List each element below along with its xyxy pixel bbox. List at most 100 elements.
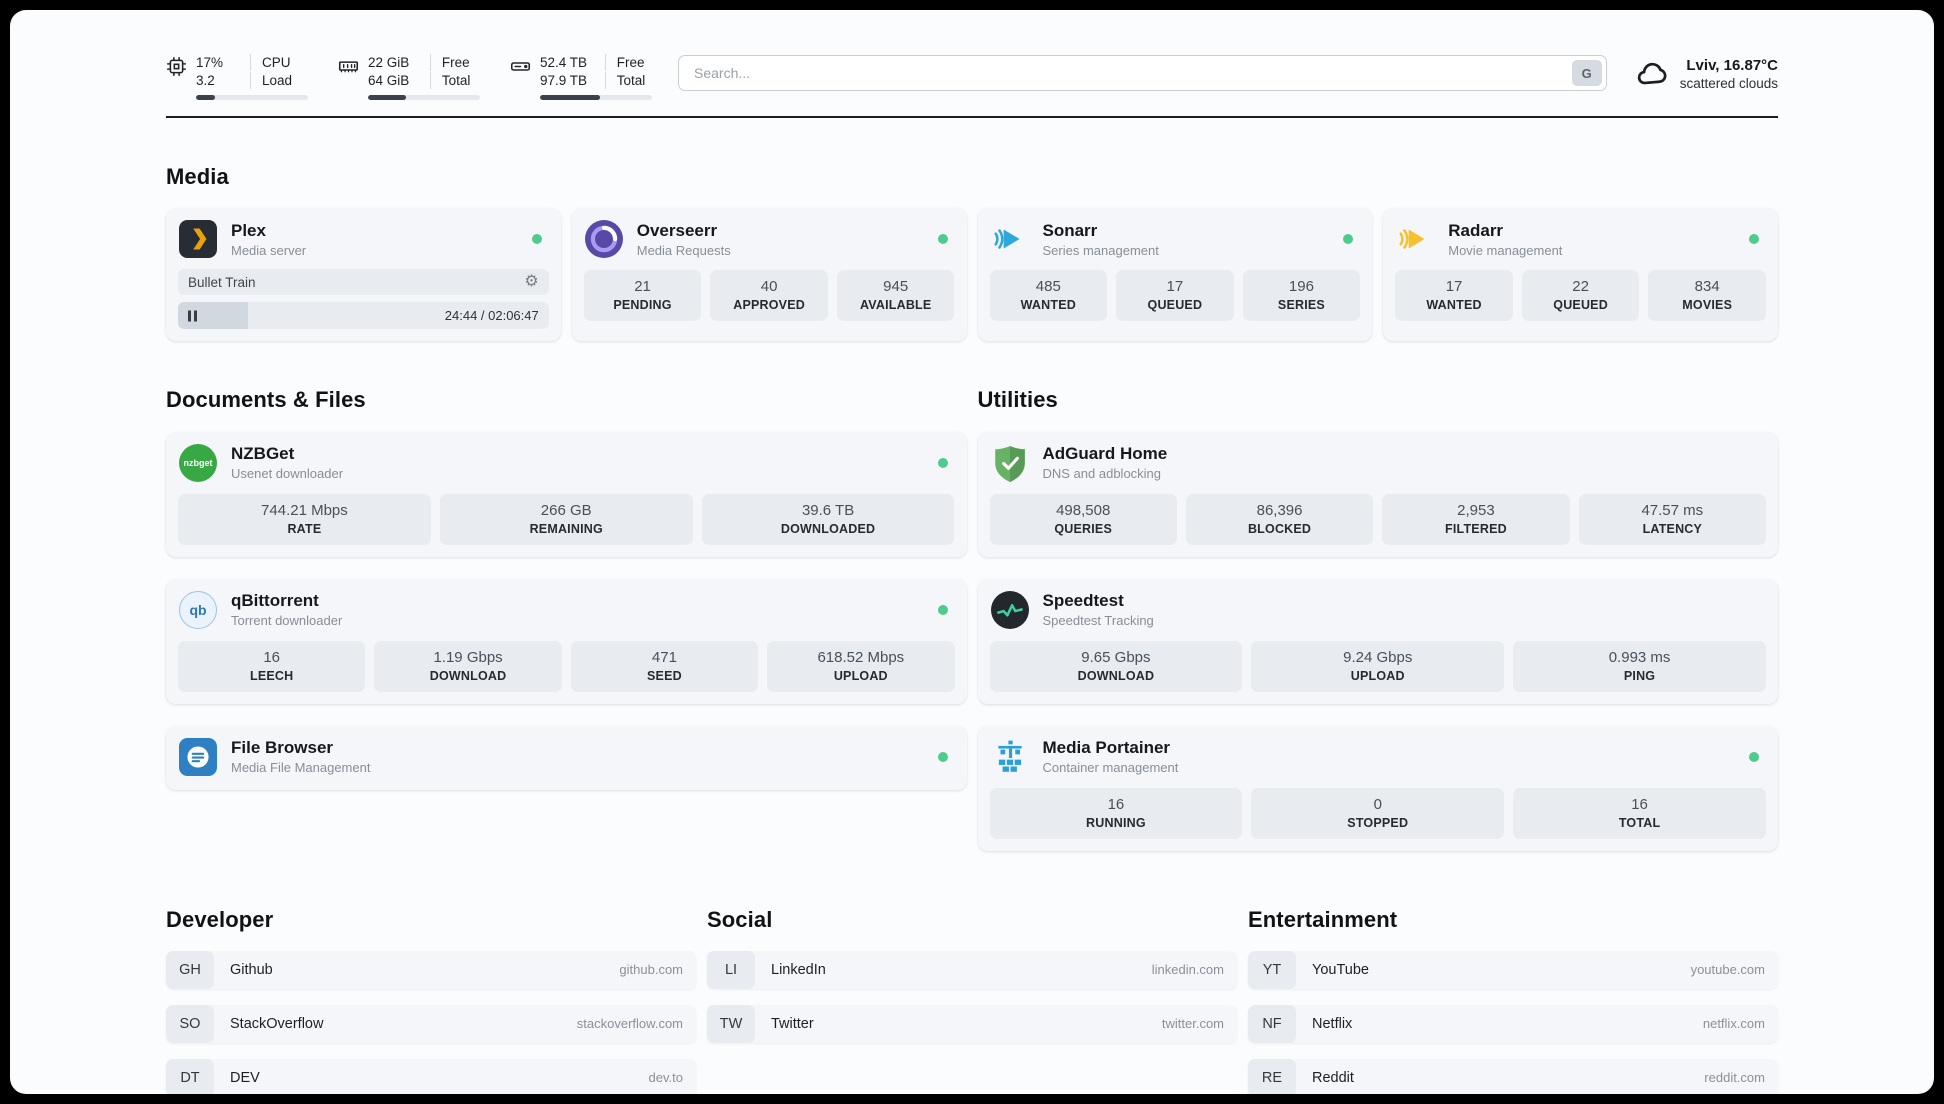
service-subtitle: Container management [1042, 760, 1179, 775]
service-subtitle: Usenet downloader [231, 466, 344, 481]
bookmark-linkedin[interactable]: LI LinkedIn linkedin.com [707, 950, 1237, 989]
stat-running: 16 RUNNING [989, 787, 1243, 839]
developer-section-title: Developer [166, 906, 274, 932]
search: G [678, 55, 1607, 91]
service-card-overseerr[interactable]: Overseerr Media Requests 21 PENDING 40 A… [571, 208, 967, 342]
service-card-portainer[interactable]: Media Portainer Container management 16 … [977, 725, 1778, 851]
stat-stopped: 0 STOPPED [1251, 787, 1505, 839]
ram-usage-bar [368, 95, 480, 100]
service-name: File Browser [231, 738, 334, 757]
playback-progress-bar[interactable]: 24:44 / 02:06:47 [178, 302, 549, 330]
dashboard-page: 17% CPU 3.2 Load [10, 10, 1934, 1094]
documents-section: Documents & Files nzbget NZBGet Usenet d… [166, 341, 967, 850]
service-name: qBittorrent [231, 591, 319, 610]
status-dot [1749, 751, 1759, 762]
service-card-radarr[interactable]: Radarr Movie management 17 WANTED 22 QUE… [1383, 208, 1778, 342]
stat-remaining: 266 GB REMAINING [439, 493, 693, 545]
stat-download: 1.19 Gbps DOWNLOAD [374, 640, 562, 692]
status-dot [937, 457, 948, 468]
bookmark-reddit[interactable]: RE Reddit reddit.com [1248, 1058, 1778, 1094]
nzbget-icon: nzbget [178, 443, 218, 483]
ram-icon [338, 56, 359, 100]
cpu-chip-icon [166, 56, 187, 100]
ram-usage-bar-fill [368, 95, 407, 100]
bookmark-domain: dev.to [648, 1070, 683, 1086]
disk-total: 97.9 TB [540, 73, 588, 88]
disk-free: 52.4 TB [540, 55, 588, 70]
cpu-percent: 17% [196, 55, 224, 70]
bookmark-dev[interactable]: DT DEV dev.to [166, 1058, 696, 1094]
bookmark-twitter[interactable]: TW Twitter twitter.com [707, 1004, 1237, 1043]
stat-movies: 834 MOVIES [1648, 270, 1766, 322]
bookmark-badge: NF [1248, 1004, 1296, 1043]
service-subtitle: Speedtest Tracking [1042, 613, 1154, 628]
bookmark-domain: stackoverflow.com [576, 1016, 683, 1032]
ram-total-label: Total [429, 72, 480, 89]
hard-drive-icon [510, 56, 531, 100]
service-name: AdGuard Home [1042, 444, 1168, 463]
portainer-icon [990, 737, 1030, 777]
disk-free-label: Free [604, 54, 652, 71]
bookmark-badge: YT [1248, 950, 1296, 989]
stat-filtered: 2,953 FILTERED [1382, 493, 1570, 545]
search-input[interactable] [678, 55, 1607, 91]
service-card-qbittorrent[interactable]: qb qBittorrent Torrent downloader 16 [166, 578, 967, 704]
stat-upload: 9.24 Gbps UPLOAD [1251, 640, 1505, 692]
bookmark-netflix[interactable]: NF Netflix netflix.com [1248, 1004, 1778, 1043]
filebrowser-icon [178, 737, 218, 777]
bookmark-name: LinkedIn [771, 961, 826, 978]
bookmark-name: Github [230, 961, 273, 978]
service-name: Overseerr [636, 220, 718, 240]
search-engine-button[interactable]: G [1571, 60, 1602, 86]
bookmark-domain: github.com [619, 962, 683, 978]
status-dot [1749, 234, 1759, 245]
bookmark-domain: twitter.com [1161, 1016, 1224, 1032]
stat-total: 16 TOTAL [1513, 787, 1766, 839]
now-playing-title: Bullet Train [188, 274, 256, 290]
stat-wanted: 17 WANTED [1395, 270, 1513, 322]
overseerr-icon [584, 219, 624, 259]
service-name: NZBGet [231, 444, 295, 463]
stat-approved: 40 APPROVED [710, 270, 828, 322]
service-card-filebrowser[interactable]: File Browser Media File Management [166, 725, 967, 790]
bookmark-badge: LI [707, 950, 755, 989]
service-name: Media Portainer [1042, 738, 1171, 757]
service-card-adguard[interactable]: AdGuard Home DNS and adblocking 498,508 … [977, 431, 1778, 557]
stat-wanted: 485 WANTED [989, 270, 1108, 322]
stat-queries: 498,508 QUERIES [989, 493, 1177, 545]
bookmark-badge: RE [1248, 1058, 1296, 1094]
gear-icon[interactable]: ⚙ [524, 273, 539, 291]
header-divider [166, 116, 1778, 118]
service-subtitle: Media Requests [636, 242, 731, 258]
sonarr-icon [990, 219, 1030, 259]
bookmark-badge: TW [707, 1004, 755, 1043]
status-dot [1343, 234, 1354, 245]
status-dot [937, 234, 948, 245]
disk-stat: 52.4 TB Free 97.9 TB Total [510, 54, 652, 100]
bookmark-domain: linkedin.com [1151, 962, 1224, 978]
bookmark-name: StackOverflow [230, 1015, 324, 1032]
service-card-speedtest[interactable]: Speedtest Speedtest Tracking 9.65 Gbps D… [977, 578, 1778, 704]
bookmark-youtube[interactable]: YT YouTube youtube.com [1248, 950, 1778, 989]
stat-available: 945 AVAILABLE [836, 270, 955, 322]
cloud-icon [1633, 54, 1669, 95]
pause-icon[interactable] [188, 310, 197, 322]
bookmark-stackoverflow[interactable]: SO StackOverflow stackoverflow.com [166, 1004, 696, 1043]
bookmark-domain: reddit.com [1704, 1070, 1765, 1086]
cpu-stat: 17% CPU 3.2 Load [166, 54, 308, 100]
service-card-nzbget[interactable]: nzbget NZBGet Usenet downloader 744.21 M… [166, 431, 967, 557]
stat-rate: 744.21 Mbps RATE [178, 493, 431, 545]
qbittorrent-icon: qb [178, 590, 218, 630]
stat-download: 9.65 Gbps DOWNLOAD [989, 640, 1243, 692]
bookmark-name: Reddit [1312, 1069, 1354, 1086]
service-card-plex[interactable]: Plex Media server Bullet Train ⚙ 24:44 /… [166, 208, 561, 342]
bookmark-github[interactable]: GH Github github.com [166, 950, 696, 989]
stat-series: 196 SERIES [1242, 270, 1361, 322]
radarr-icon [1395, 219, 1435, 259]
ram-total: 64 GiB [368, 73, 410, 88]
utilities-section-title: Utilities [977, 387, 1058, 413]
disk-usage-bar-fill [540, 95, 601, 100]
bookmark-name: YouTube [1312, 961, 1369, 978]
service-subtitle: Torrent downloader [231, 613, 343, 628]
service-card-sonarr[interactable]: Sonarr Series management 485 WANTED 17 Q… [977, 208, 1373, 342]
